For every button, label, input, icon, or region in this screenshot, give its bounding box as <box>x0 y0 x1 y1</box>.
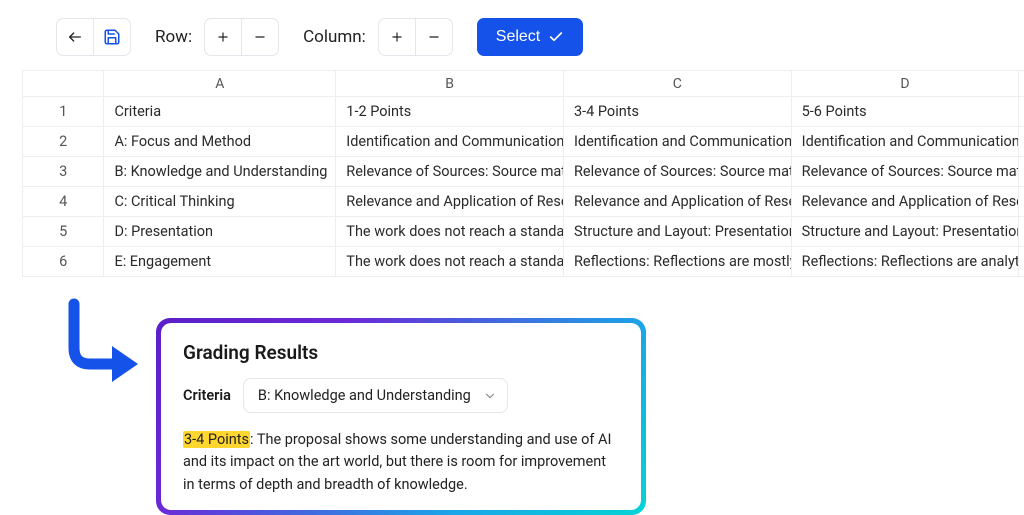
row-number[interactable]: 6 <box>23 247 104 277</box>
col-header[interactable]: D <box>791 71 1019 97</box>
cell[interactable]: Structure and Layout: Presentation <box>563 217 791 247</box>
criteria-row: Criteria B: Knowledge and Understanding <box>183 378 619 413</box>
plus-icon <box>390 30 404 44</box>
corner-cell <box>23 71 104 97</box>
cell[interactable]: B: Knowledge and Understanding <box>104 157 336 187</box>
cell[interactable]: Relev <box>1019 187 1024 217</box>
cell[interactable]: Relevance and Application of Rese <box>791 187 1019 217</box>
row-add-button[interactable] <box>204 18 242 56</box>
row-number[interactable]: 5 <box>23 217 104 247</box>
column-label: Column: <box>303 27 366 47</box>
back-button[interactable] <box>56 18 94 56</box>
save-button[interactable] <box>93 18 131 56</box>
results-body: 3-4 Points: The proposal shows some unde… <box>183 429 619 496</box>
cell[interactable]: Identification and Communication: <box>336 127 564 157</box>
criteria-select[interactable]: B: Knowledge and Understanding <box>243 378 508 413</box>
back-icon <box>67 29 83 45</box>
cell[interactable]: Refle <box>1019 247 1024 277</box>
table-row: 1Criteria1-2 Points3-4 Points5-6 Points7… <box>23 97 1024 127</box>
col-header[interactable] <box>1019 71 1024 97</box>
row-remove-button[interactable] <box>241 18 279 56</box>
cell[interactable] <box>1019 157 1024 187</box>
grading-results-card: Grading Results Criteria B: Knowledge an… <box>156 318 646 515</box>
cell[interactable] <box>1019 127 1024 157</box>
cell[interactable]: Reflections: Reflections are analyti <box>791 247 1019 277</box>
cell[interactable] <box>1019 217 1024 247</box>
table-row: 6E: EngagementThe work does not reach a … <box>23 247 1024 277</box>
column-remove-button[interactable] <box>415 18 453 56</box>
row-number[interactable]: 1 <box>23 97 104 127</box>
select-label: Select <box>496 28 540 46</box>
cell[interactable]: 7-9 P <box>1019 97 1024 127</box>
results-title: Grading Results <box>183 341 619 364</box>
col-header[interactable]: B <box>336 71 564 97</box>
row-number[interactable]: 4 <box>23 187 104 217</box>
cell[interactable]: D: Presentation <box>104 217 336 247</box>
spreadsheet: A B C D 1Criteria1-2 Points3-4 Points5-6… <box>0 70 1024 277</box>
cell[interactable]: The work does not reach a standa <box>336 247 564 277</box>
row-number[interactable]: 3 <box>23 157 104 187</box>
row-label: Row: <box>155 27 192 47</box>
row-number[interactable]: 2 <box>23 127 104 157</box>
cell[interactable]: E: Engagement <box>104 247 336 277</box>
cell[interactable]: Relevance of Sources: Source mat <box>563 157 791 187</box>
cell[interactable]: The work does not reach a standa <box>336 217 564 247</box>
col-header[interactable]: A <box>104 71 336 97</box>
minus-icon <box>427 30 441 44</box>
cell[interactable]: Identification and Communication: <box>791 127 1019 157</box>
cell[interactable]: Criteria <box>104 97 336 127</box>
cell[interactable]: Identification and Communication: <box>563 127 791 157</box>
cell[interactable]: Relevance of Sources: Source mat <box>336 157 564 187</box>
table-row: 4C: Critical ThinkingRelevance and Appli… <box>23 187 1024 217</box>
plus-icon <box>216 30 230 44</box>
col-header[interactable]: C <box>563 71 791 97</box>
cell[interactable]: Structure and Layout: Presentation <box>791 217 1019 247</box>
table-row: 2A: Focus and MethodIdentification and C… <box>23 127 1024 157</box>
chevron-down-icon <box>483 389 497 403</box>
select-button[interactable]: Select <box>477 18 583 56</box>
toolbar: Row: Column: Select <box>0 0 1024 70</box>
table-row: 5D: PresentationThe work does not reach … <box>23 217 1024 247</box>
table-row: 3B: Knowledge and UnderstandingRelevance… <box>23 157 1024 187</box>
cell[interactable]: Relevance and Application of Rese <box>563 187 791 217</box>
cell[interactable]: Relevance of Sources: Source mat <box>791 157 1019 187</box>
cell[interactable]: Relevance and Application of Rese <box>336 187 564 217</box>
row-stepper <box>204 18 279 56</box>
arrow-annotation <box>54 298 144 388</box>
cell[interactable]: 5-6 Points <box>791 97 1019 127</box>
column-header-row: A B C D <box>23 71 1024 97</box>
column-add-button[interactable] <box>378 18 416 56</box>
criteria-label: Criteria <box>183 387 231 404</box>
column-stepper <box>378 18 453 56</box>
cell[interactable]: A: Focus and Method <box>104 127 336 157</box>
cell[interactable]: C: Critical Thinking <box>104 187 336 217</box>
nav-save-group <box>56 18 131 56</box>
cell[interactable]: 1-2 Points <box>336 97 564 127</box>
minus-icon <box>253 30 267 44</box>
sheet-table[interactable]: A B C D 1Criteria1-2 Points3-4 Points5-6… <box>22 70 1024 277</box>
save-icon <box>103 28 121 46</box>
cell[interactable]: 3-4 Points <box>563 97 791 127</box>
score-highlight: 3-4 Points <box>183 431 250 448</box>
check-icon <box>548 29 564 45</box>
criteria-select-value: B: Knowledge and Understanding <box>258 387 471 404</box>
cell[interactable]: Reflections: Reflections are mostly <box>563 247 791 277</box>
